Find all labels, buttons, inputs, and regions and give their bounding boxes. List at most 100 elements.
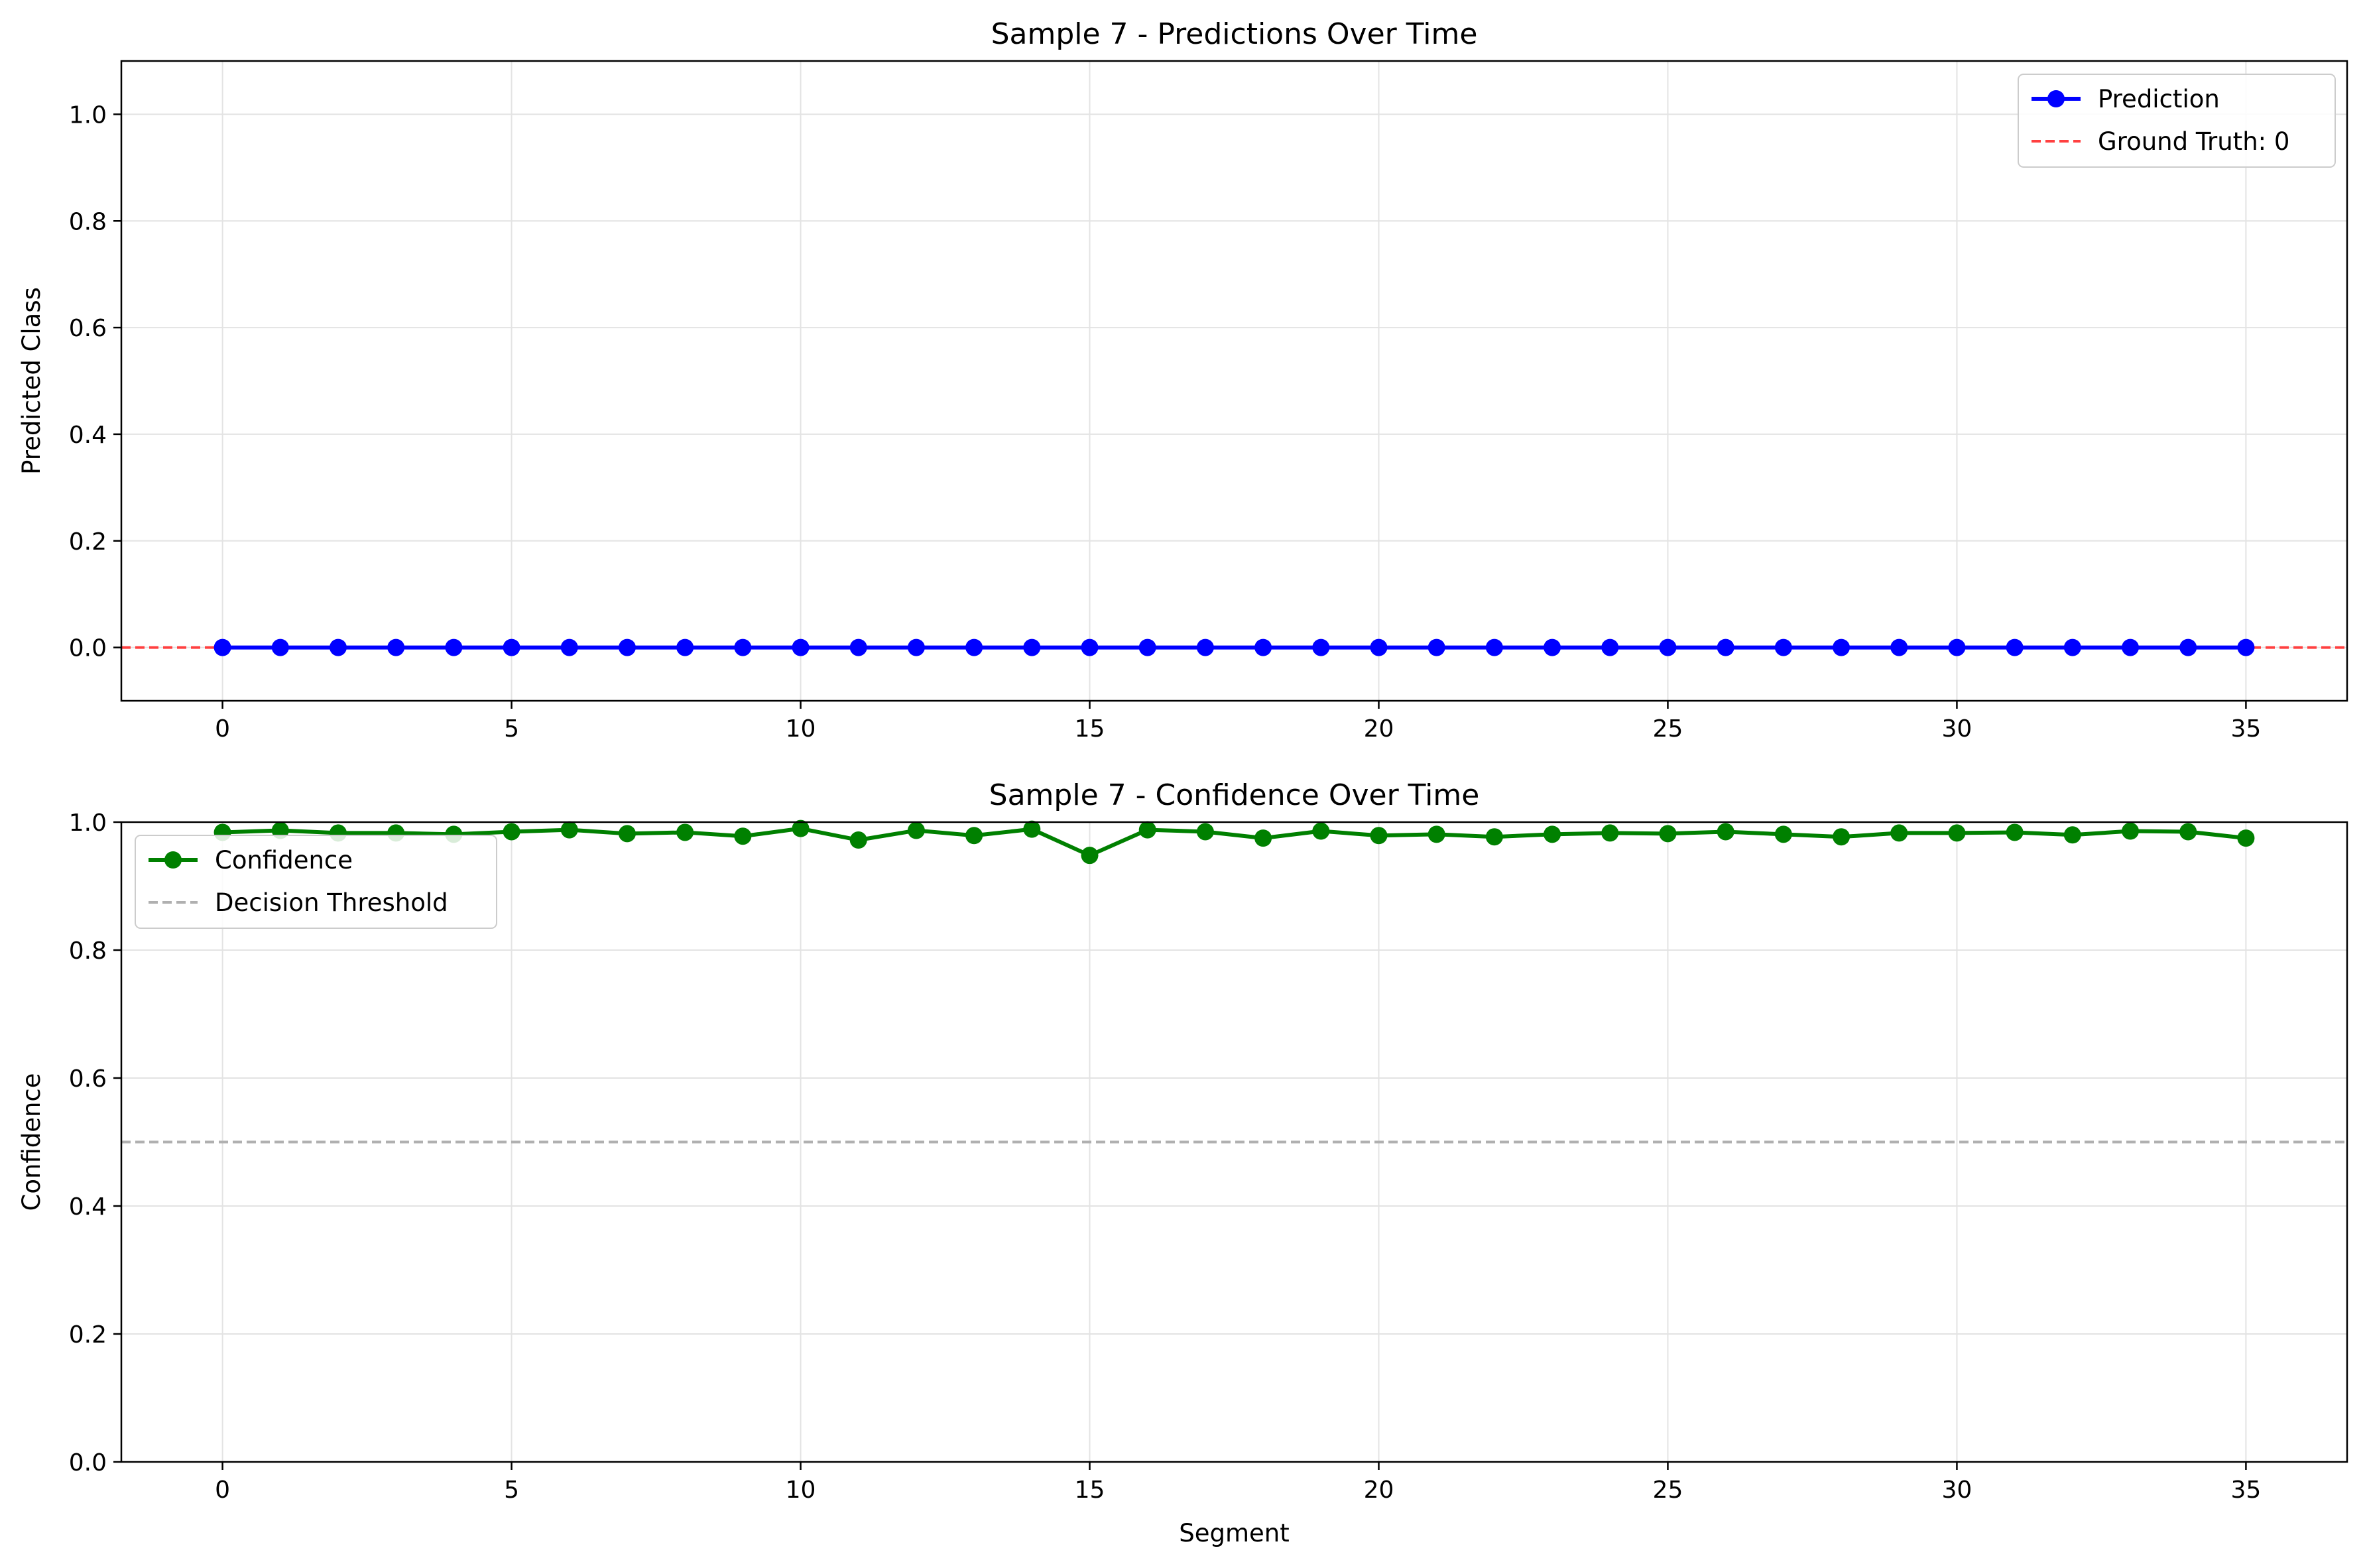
data-point	[1774, 638, 1792, 656]
data-point	[2122, 822, 2140, 840]
y-tick-label: 0.4	[69, 1193, 107, 1221]
data-point	[1081, 847, 1099, 865]
data-point	[1196, 638, 1214, 656]
data-point	[2237, 638, 2255, 656]
data-point	[2179, 823, 2197, 841]
data-point	[1370, 827, 1388, 845]
data-point	[1138, 821, 1156, 839]
x-tick-label: 35	[2231, 1477, 2262, 1504]
data-point	[560, 821, 578, 839]
legend-label: Confidence	[215, 846, 353, 874]
data-point	[560, 638, 578, 656]
data-point	[1254, 829, 1272, 847]
data-point	[1196, 823, 1214, 841]
data-point	[618, 825, 636, 843]
x-tick-label: 0	[215, 1477, 230, 1504]
x-tick-label: 10	[786, 715, 816, 743]
x-tick-label: 25	[1653, 1477, 1683, 1504]
data-point	[907, 821, 925, 839]
data-point	[849, 638, 867, 656]
data-point	[329, 638, 347, 656]
data-point	[1774, 825, 1792, 843]
plot-frame	[120, 821, 2348, 1463]
data-point	[618, 638, 636, 656]
data-point	[907, 638, 925, 656]
data-point	[1370, 638, 1388, 656]
data-point	[1427, 825, 1445, 843]
data-point	[1948, 638, 1966, 656]
x-tick-label: 30	[1942, 715, 1972, 743]
x-tick-label: 10	[786, 1477, 816, 1504]
y-tick-label: 0.0	[69, 635, 107, 662]
x-tick-label: 0	[215, 715, 230, 743]
predictions-chart: 0 5 10 15 20 25 30 35 0.0 0.2 0.4 0.6 0.8 1.0 Sample 7…	[17, 17, 2348, 743]
data-point	[1659, 638, 1677, 656]
x-tick-label: 20	[1364, 1477, 1394, 1504]
x-tick-label: 5	[504, 715, 519, 743]
data-point	[387, 638, 405, 656]
data-point	[1717, 638, 1734, 656]
y-tick-label: 1.0	[69, 101, 107, 129]
data-point	[1312, 638, 1330, 656]
data-point	[2006, 823, 2024, 841]
chart-title: Sample 7 - Predictions Over Time	[991, 17, 1478, 51]
data-point	[503, 823, 520, 841]
data-point	[2179, 638, 2197, 656]
y-axis-label: Predicted Class	[17, 287, 46, 475]
data-point	[676, 638, 694, 656]
data-point	[792, 638, 810, 656]
data-point	[734, 638, 752, 656]
legend: Confidence Decision Threshold	[135, 835, 497, 929]
data-point	[1601, 824, 1619, 842]
x-tick-label: 35	[2231, 715, 2262, 743]
data-point	[1833, 828, 1851, 846]
data-point	[2122, 638, 2140, 656]
legend-box	[135, 835, 497, 929]
legend-marker	[164, 851, 182, 869]
x-tick-label: 15	[1075, 715, 1105, 743]
y-tick-label: 0.6	[69, 315, 107, 342]
legend-label: Prediction	[2098, 85, 2220, 113]
x-tick-label: 30	[1942, 1477, 1972, 1504]
data-point	[2063, 638, 2081, 656]
y-tick-label: 0.0	[69, 1449, 107, 1477]
data-point	[1890, 638, 1908, 656]
legend-label: Ground Truth: 0	[2098, 127, 2289, 156]
data-point	[2063, 826, 2081, 844]
data-point	[1312, 822, 1330, 840]
legend: Prediction Ground Truth: 0	[2018, 74, 2336, 168]
data-point	[734, 827, 752, 845]
data-point	[1485, 638, 1503, 656]
data-point	[1890, 824, 1908, 842]
confidence-chart: 0 5 10 15 20 25 30 35 0.0 0.2 0.4 0.6 0.8 1.0 Sample 7…	[17, 778, 2348, 1547]
data-point	[1427, 638, 1445, 656]
data-point	[792, 819, 810, 837]
data-point	[2006, 638, 2024, 656]
data-point	[1948, 824, 1966, 842]
y-axis-label: Confidence	[17, 1073, 46, 1211]
data-point	[1544, 825, 1561, 843]
data-point	[1485, 828, 1503, 846]
data-point	[1717, 823, 1734, 841]
data-point	[1544, 638, 1561, 656]
y-tick-label: 0.4	[69, 422, 107, 449]
x-tick-label: 25	[1653, 715, 1683, 743]
data-point	[1081, 638, 1099, 656]
legend-box	[2018, 74, 2336, 168]
data-point	[1023, 820, 1041, 838]
data-point	[1833, 638, 1851, 656]
chart-title: Sample 7 - Confidence Over Time	[989, 778, 1480, 812]
y-tick-label: 0.6	[69, 1065, 107, 1093]
data-point	[1659, 825, 1677, 843]
y-tick-label: 0.8	[69, 208, 107, 235]
data-point	[1254, 638, 1272, 656]
data-point	[1023, 638, 1041, 656]
x-tick-label: 20	[1364, 715, 1394, 743]
data-point	[503, 638, 520, 656]
data-point	[445, 638, 463, 656]
data-point	[965, 827, 983, 845]
data-point	[849, 831, 867, 849]
series-line	[222, 826, 2246, 858]
y-tick-label: 0.2	[69, 1321, 107, 1349]
